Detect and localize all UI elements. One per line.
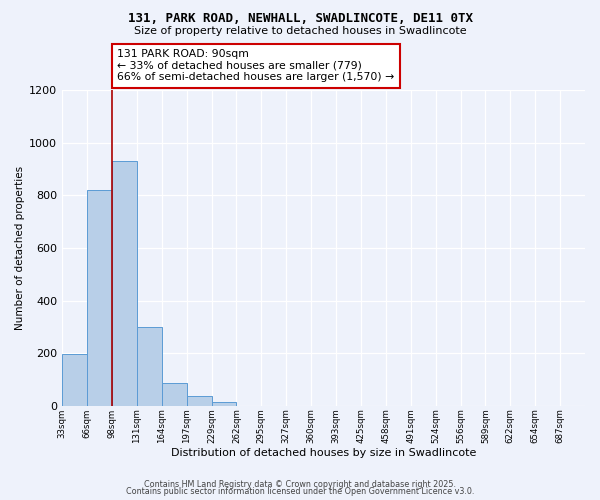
Text: Size of property relative to detached houses in Swadlincote: Size of property relative to detached ho… <box>134 26 466 36</box>
Bar <box>187 396 212 406</box>
Bar <box>62 354 87 406</box>
Text: Contains public sector information licensed under the Open Government Licence v3: Contains public sector information licen… <box>126 487 474 496</box>
X-axis label: Distribution of detached houses by size in Swadlincote: Distribution of detached houses by size … <box>171 448 476 458</box>
Bar <box>87 190 112 406</box>
Bar <box>112 162 137 406</box>
Text: 131, PARK ROAD, NEWHALL, SWADLINCOTE, DE11 0TX: 131, PARK ROAD, NEWHALL, SWADLINCOTE, DE… <box>128 12 473 26</box>
Y-axis label: Number of detached properties: Number of detached properties <box>15 166 25 330</box>
Bar <box>162 384 187 406</box>
Text: 131 PARK ROAD: 90sqm
← 33% of detached houses are smaller (779)
66% of semi-deta: 131 PARK ROAD: 90sqm ← 33% of detached h… <box>117 49 394 82</box>
Bar <box>137 328 162 406</box>
Bar <box>212 402 236 406</box>
Text: Contains HM Land Registry data © Crown copyright and database right 2025.: Contains HM Land Registry data © Crown c… <box>144 480 456 489</box>
